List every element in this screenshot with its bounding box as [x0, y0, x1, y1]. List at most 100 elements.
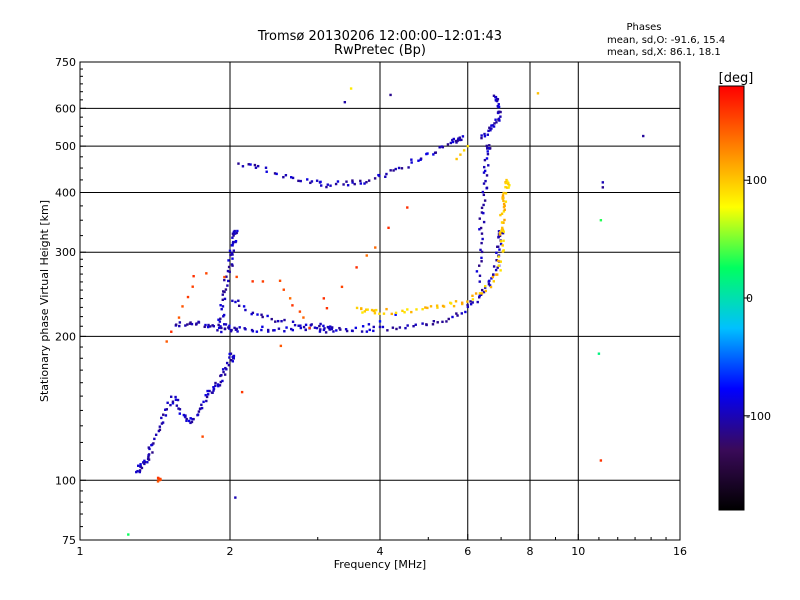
echo-point — [222, 290, 225, 293]
echo-point — [171, 400, 175, 403]
echo-point — [373, 177, 377, 180]
echo-point — [367, 323, 371, 326]
echo-point — [158, 425, 162, 428]
echo-point — [230, 263, 234, 266]
echo-point — [309, 181, 312, 185]
echo-point — [160, 416, 163, 420]
echo-point — [278, 279, 282, 282]
echo-point — [244, 308, 247, 312]
echo-point — [231, 257, 234, 260]
echo-point — [332, 330, 335, 333]
echo-point — [232, 249, 235, 252]
echo-point — [150, 443, 154, 446]
echo-point — [231, 299, 234, 303]
echo-point — [176, 398, 180, 402]
echo-point — [228, 356, 231, 359]
echo-point — [152, 442, 155, 445]
echo-point — [384, 175, 387, 178]
echo-point — [261, 325, 264, 329]
echo-point — [400, 167, 404, 170]
echo-point — [338, 326, 341, 330]
echo-point — [223, 275, 226, 279]
echo-point — [254, 166, 258, 169]
echo-point — [222, 323, 226, 326]
echo-point — [471, 294, 474, 298]
echo-point — [148, 447, 151, 451]
echo-point — [351, 179, 354, 182]
echo-point — [346, 184, 350, 187]
echo-point — [499, 240, 503, 243]
x-tick-label: 10 — [571, 545, 585, 558]
colorbar-tick-label: 100 — [746, 174, 767, 187]
echo-point — [178, 321, 182, 324]
echo-point — [291, 304, 294, 307]
data-points — [127, 87, 645, 536]
echo-point — [469, 300, 472, 303]
stats-x-line: mean, sd,X: 86.1, 18.1 — [607, 47, 721, 58]
echo-point — [219, 317, 222, 320]
echo-point — [365, 330, 369, 333]
echo-point — [480, 256, 483, 260]
echo-point — [169, 403, 172, 407]
echo-point — [449, 141, 453, 145]
echo-point — [234, 232, 237, 235]
echo-point — [197, 410, 201, 413]
echo-point — [363, 182, 366, 185]
echo-point — [497, 230, 501, 233]
echo-point — [488, 144, 491, 147]
echo-point — [221, 298, 224, 302]
echo-point — [264, 166, 268, 169]
echo-point — [491, 124, 494, 127]
y-tick-label: 100 — [55, 474, 76, 487]
echo-point — [206, 389, 209, 393]
echo-point — [266, 314, 269, 318]
echo-point — [502, 199, 505, 203]
echo-point — [336, 180, 340, 183]
echo-point — [372, 325, 375, 329]
y-tick-label: 300 — [55, 246, 76, 259]
echo-point — [345, 329, 349, 333]
echo-point — [449, 301, 452, 305]
echo-point — [471, 298, 475, 301]
echo-point — [498, 233, 502, 236]
echo-point — [451, 315, 454, 319]
echo-point — [504, 192, 508, 195]
echo-point — [488, 147, 492, 150]
echo-point — [329, 328, 332, 331]
echo-point — [186, 295, 190, 299]
echo-point — [291, 328, 295, 332]
echo-point — [372, 309, 375, 313]
echo-point — [221, 293, 224, 296]
echo-point — [415, 308, 418, 311]
echo-point — [466, 305, 470, 309]
x-axis-label: Frequency [MHz] — [334, 558, 426, 571]
echo-point — [394, 167, 397, 171]
echo-point — [234, 300, 237, 304]
echo-point — [230, 244, 234, 247]
echo-point — [315, 326, 319, 330]
echo-point — [474, 292, 478, 295]
echo-point — [234, 239, 238, 243]
echo-point — [282, 288, 285, 291]
echo-point — [441, 304, 445, 308]
y-tick-label: 75 — [62, 534, 76, 547]
echo-point — [471, 301, 474, 304]
echo-point — [455, 157, 458, 161]
echo-point — [214, 381, 217, 385]
echo-point — [478, 274, 482, 277]
echo-point — [236, 229, 239, 233]
echo-point — [223, 290, 226, 294]
echo-point — [390, 312, 393, 316]
echo-point — [282, 175, 285, 179]
colorbar-label: [deg] — [719, 71, 754, 86]
echo-point — [497, 110, 500, 114]
echo-point — [482, 193, 486, 197]
echo-point — [220, 307, 223, 311]
echo-point — [219, 303, 222, 307]
echo-point — [366, 308, 369, 311]
echo-point — [505, 178, 508, 182]
echo-point — [475, 270, 479, 273]
echo-point — [220, 373, 223, 377]
echo-point — [489, 285, 493, 289]
echo-point — [339, 328, 342, 331]
